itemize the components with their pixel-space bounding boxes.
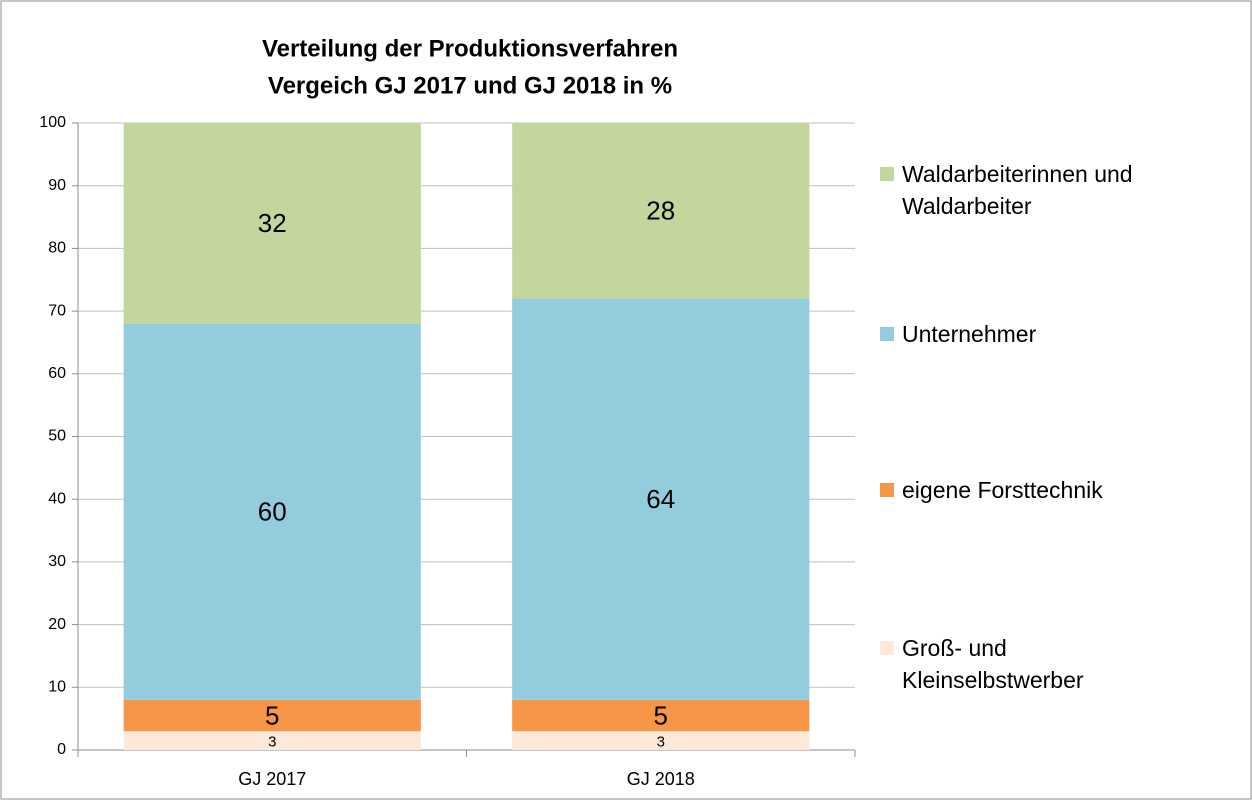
chart-title: Verteilung der Produktionsverfahren bbox=[262, 35, 678, 62]
y-tick-label: 60 bbox=[48, 365, 66, 382]
legend-swatch bbox=[880, 167, 894, 181]
legend-item: Unternehmer bbox=[880, 318, 1162, 350]
bar-segment bbox=[512, 123, 810, 299]
data-label: 64 bbox=[646, 484, 675, 514]
legend-swatch bbox=[880, 483, 894, 497]
data-label: 5 bbox=[654, 700, 668, 730]
legend-item: Waldarbeiterinnen und Waldarbeiter bbox=[880, 158, 1162, 222]
y-tick-label: 80 bbox=[48, 240, 66, 257]
y-tick-label: 50 bbox=[48, 428, 66, 445]
legend-label: eigene Forsttechnik bbox=[902, 477, 1103, 503]
legend-swatch bbox=[880, 327, 894, 341]
data-label: 3 bbox=[657, 734, 665, 751]
data-label: 60 bbox=[258, 497, 287, 527]
legend-label: Groß- und Kleinselbstwerber bbox=[902, 635, 1084, 693]
y-tick-label: 100 bbox=[39, 114, 66, 131]
bar-segment bbox=[512, 731, 810, 750]
x-tick-label: GJ 2018 bbox=[627, 769, 695, 789]
data-label: 5 bbox=[265, 700, 279, 730]
bar-segment bbox=[512, 298, 810, 700]
bar-segment bbox=[123, 731, 421, 750]
bar-segment bbox=[123, 699, 421, 732]
bar-segment bbox=[123, 323, 421, 700]
y-tick-label: 20 bbox=[48, 616, 66, 633]
y-tick-label: 30 bbox=[48, 553, 66, 570]
legend-item: eigene Forsttechnik bbox=[880, 474, 1162, 506]
legend-label: Unternehmer bbox=[902, 321, 1037, 347]
x-tick-label: GJ 2017 bbox=[238, 769, 306, 789]
y-tick-label: 0 bbox=[57, 741, 66, 758]
y-tick-label: 10 bbox=[48, 679, 66, 696]
data-label: 32 bbox=[258, 208, 287, 238]
y-tick-label: 90 bbox=[48, 177, 66, 194]
legend-label: Waldarbeiterinnen und Waldarbeiter bbox=[902, 161, 1133, 219]
y-tick-label: 70 bbox=[48, 302, 66, 319]
bar-segment bbox=[123, 123, 421, 324]
legend-swatch bbox=[880, 641, 894, 655]
data-label: 3 bbox=[268, 734, 276, 751]
bar-segment bbox=[512, 699, 810, 732]
y-tick-label: 40 bbox=[48, 490, 66, 507]
chart-subtitle: Vergeich GJ 2017 und GJ 2018 in % bbox=[268, 72, 672, 99]
data-label: 28 bbox=[646, 196, 675, 226]
legend-item: Groß- und Kleinselbstwerber bbox=[880, 632, 1162, 696]
